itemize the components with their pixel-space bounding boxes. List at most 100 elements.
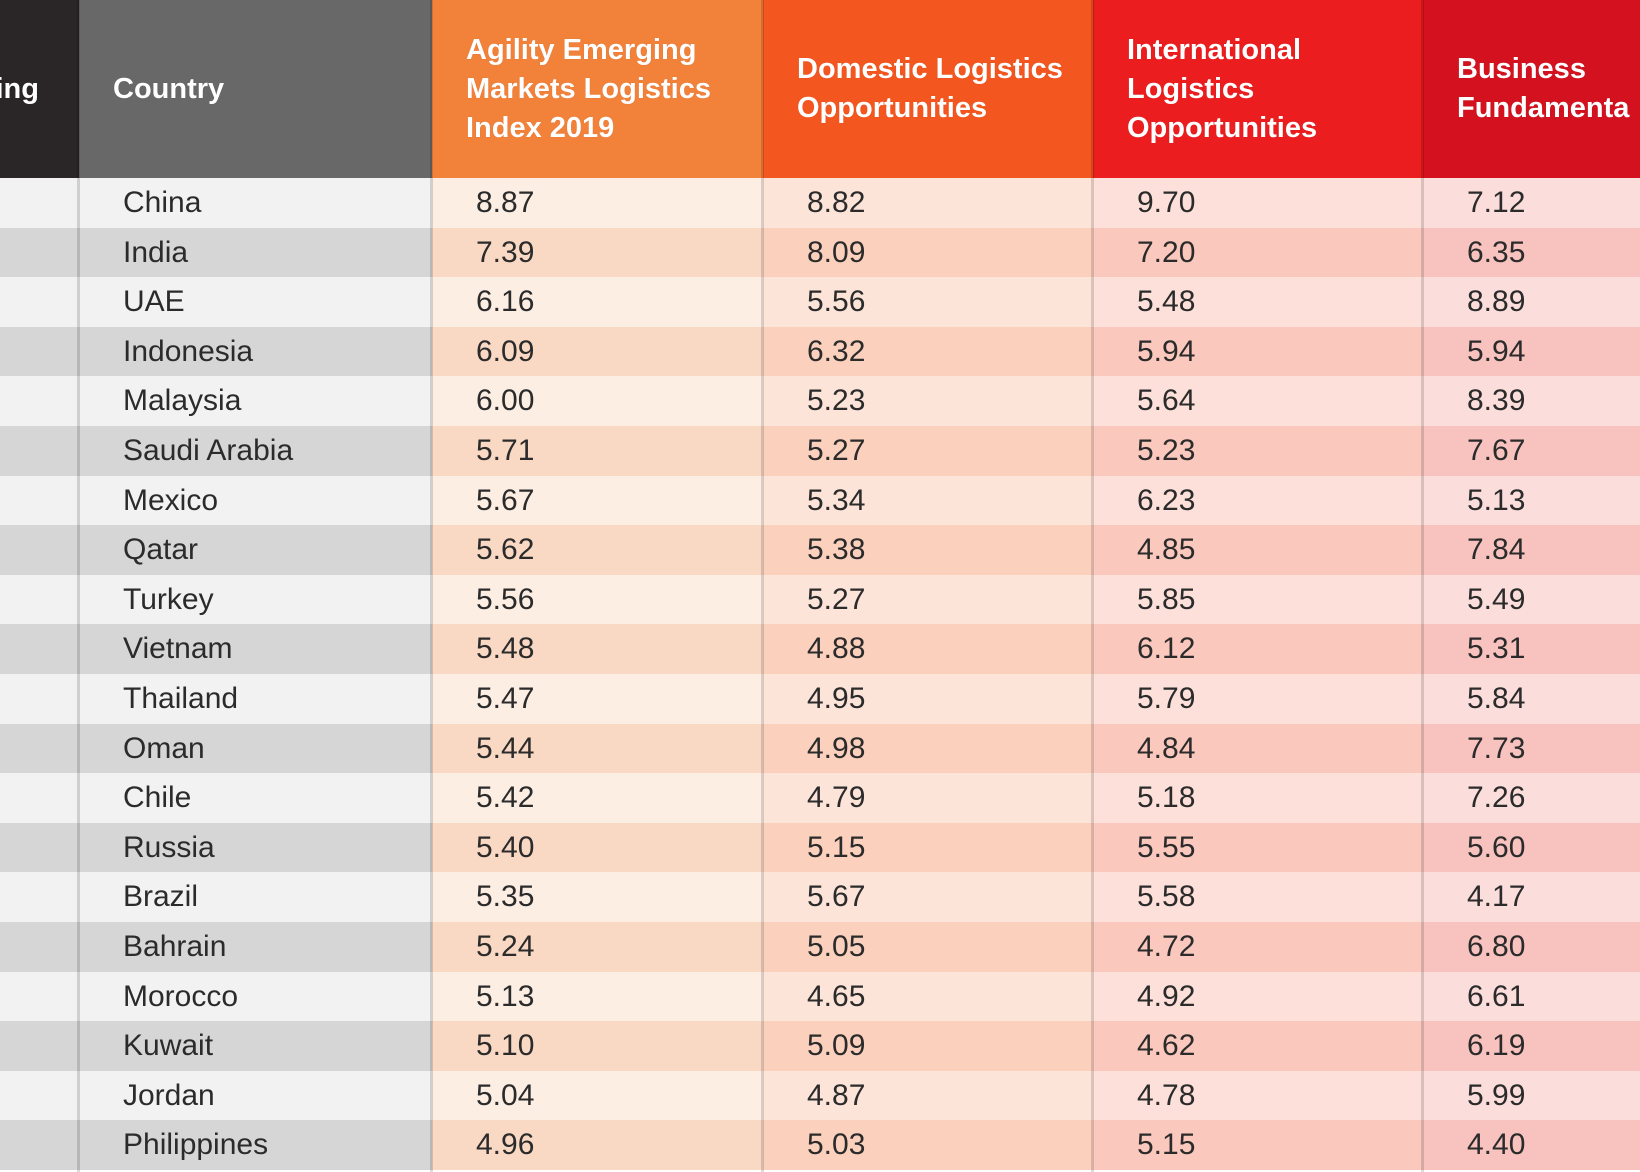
- international-cell: 5.94: [1093, 326, 1423, 377]
- index-value: 5.35: [476, 880, 535, 914]
- business-value: 6.61: [1467, 979, 1526, 1013]
- index-value: 5.44: [476, 731, 535, 765]
- country-value: India: [123, 235, 189, 269]
- international-value: 5.55: [1137, 830, 1196, 864]
- international-cell: 5.79: [1093, 674, 1423, 725]
- domestic-value: 5.05: [807, 930, 866, 964]
- business-cell: 7.12: [1423, 178, 1640, 229]
- international-value: 6.12: [1137, 632, 1196, 666]
- international-value: 4.72: [1137, 930, 1196, 964]
- domestic-value: 5.23: [807, 384, 866, 418]
- business-cell: 7.84: [1423, 525, 1640, 576]
- country-cell: Thailand: [79, 674, 432, 725]
- domestic-cell: 4.98: [763, 723, 1093, 774]
- international-value: 5.18: [1137, 781, 1196, 815]
- index-value: 5.48: [476, 632, 535, 666]
- international-cell: 5.48: [1093, 277, 1423, 328]
- header-international: International Logistics Opportunities: [1093, 0, 1423, 178]
- domestic-value: 4.65: [807, 979, 866, 1013]
- index-cell: 5.24: [432, 922, 763, 973]
- country-value: Turkey: [123, 582, 214, 616]
- domestic-cell: 5.05: [763, 922, 1093, 973]
- domestic-cell: 4.88: [763, 624, 1093, 675]
- ranking-cell: [0, 624, 79, 675]
- ranking-cell: [0, 723, 79, 774]
- business-cell: 5.84: [1423, 674, 1640, 725]
- domestic-value: 4.79: [807, 781, 866, 815]
- international-cell: 4.84: [1093, 723, 1423, 774]
- international-cell: 4.85: [1093, 525, 1423, 576]
- domestic-cell: 4.95: [763, 674, 1093, 725]
- business-cell: 5.49: [1423, 574, 1640, 625]
- business-value: 5.49: [1467, 582, 1526, 616]
- header-label: Country: [113, 72, 225, 105]
- ranking-cell: [0, 227, 79, 278]
- index-value: 5.67: [476, 483, 535, 517]
- index-cell: 6.09: [432, 326, 763, 377]
- country-cell: Russia: [79, 822, 432, 873]
- index-value: 6.00: [476, 384, 535, 418]
- header-domestic: Domestic Logistics Opportunities: [763, 0, 1093, 178]
- international-value: 4.85: [1137, 533, 1196, 567]
- country-cell: Malaysia: [79, 376, 432, 427]
- international-cell: 5.23: [1093, 426, 1423, 477]
- international-cell: 4.72: [1093, 922, 1423, 973]
- business-cell: 8.39: [1423, 376, 1640, 427]
- international-cell: 5.15: [1093, 1120, 1423, 1171]
- international-cell: 5.85: [1093, 574, 1423, 625]
- business-cell: 5.99: [1423, 1070, 1640, 1121]
- ranking-cell: [0, 822, 79, 873]
- domestic-value: 6.32: [807, 334, 866, 368]
- business-value: 7.26: [1467, 781, 1526, 815]
- country-value: Vietnam: [123, 632, 233, 666]
- index-value: 4.96: [476, 1128, 535, 1162]
- domestic-cell: 8.09: [763, 227, 1093, 278]
- international-cell: 6.23: [1093, 475, 1423, 526]
- domestic-cell: 5.34: [763, 475, 1093, 526]
- index-value: 8.87: [476, 186, 535, 220]
- international-cell: 4.78: [1093, 1070, 1423, 1121]
- business-value: 8.39: [1467, 384, 1526, 418]
- international-value: 5.15: [1137, 1128, 1196, 1162]
- country-cell: Bahrain: [79, 922, 432, 973]
- business-cell: 5.31: [1423, 624, 1640, 675]
- index-cell: 5.67: [432, 475, 763, 526]
- header-index: Agility Emerging Markets Logistics Index…: [432, 0, 763, 178]
- country-cell: India: [79, 227, 432, 278]
- column-separator: [1091, 0, 1094, 1172]
- index-value: 7.39: [476, 235, 535, 269]
- business-value: 7.12: [1467, 186, 1526, 220]
- business-value: 5.31: [1467, 632, 1526, 666]
- domestic-value: 5.15: [807, 830, 866, 864]
- ranking-cell: [0, 872, 79, 923]
- ranking-cell: [0, 277, 79, 328]
- international-cell: 5.64: [1093, 376, 1423, 427]
- international-value: 9.70: [1137, 186, 1196, 220]
- domestic-value: 5.27: [807, 434, 866, 468]
- business-value: 4.40: [1467, 1128, 1526, 1162]
- index-cell: 8.87: [432, 178, 763, 229]
- index-value: 5.62: [476, 533, 535, 567]
- country-value: Chile: [123, 781, 192, 815]
- index-value: 5.71: [476, 434, 535, 468]
- international-value: 7.20: [1137, 235, 1196, 269]
- header-label: International Logistics Opportunities: [1127, 33, 1318, 144]
- country-cell: UAE: [79, 277, 432, 328]
- domestic-value: 5.03: [807, 1128, 866, 1162]
- international-value: 5.48: [1137, 285, 1196, 319]
- ranking-cell: [0, 376, 79, 427]
- business-cell: 7.67: [1423, 426, 1640, 477]
- domestic-cell: 4.87: [763, 1070, 1093, 1121]
- index-value: 5.47: [476, 682, 535, 716]
- country-cell: Indonesia: [79, 326, 432, 377]
- business-value: 5.94: [1467, 334, 1526, 368]
- country-cell: Mexico: [79, 475, 432, 526]
- country-cell: China: [79, 178, 432, 229]
- ranking-cell: [0, 574, 79, 625]
- index-cell: 5.35: [432, 872, 763, 923]
- domestic-value: 5.38: [807, 533, 866, 567]
- business-value: 6.80: [1467, 930, 1526, 964]
- domestic-value: 5.09: [807, 1029, 866, 1063]
- business-value: 5.60: [1467, 830, 1526, 864]
- international-value: 5.64: [1137, 384, 1196, 418]
